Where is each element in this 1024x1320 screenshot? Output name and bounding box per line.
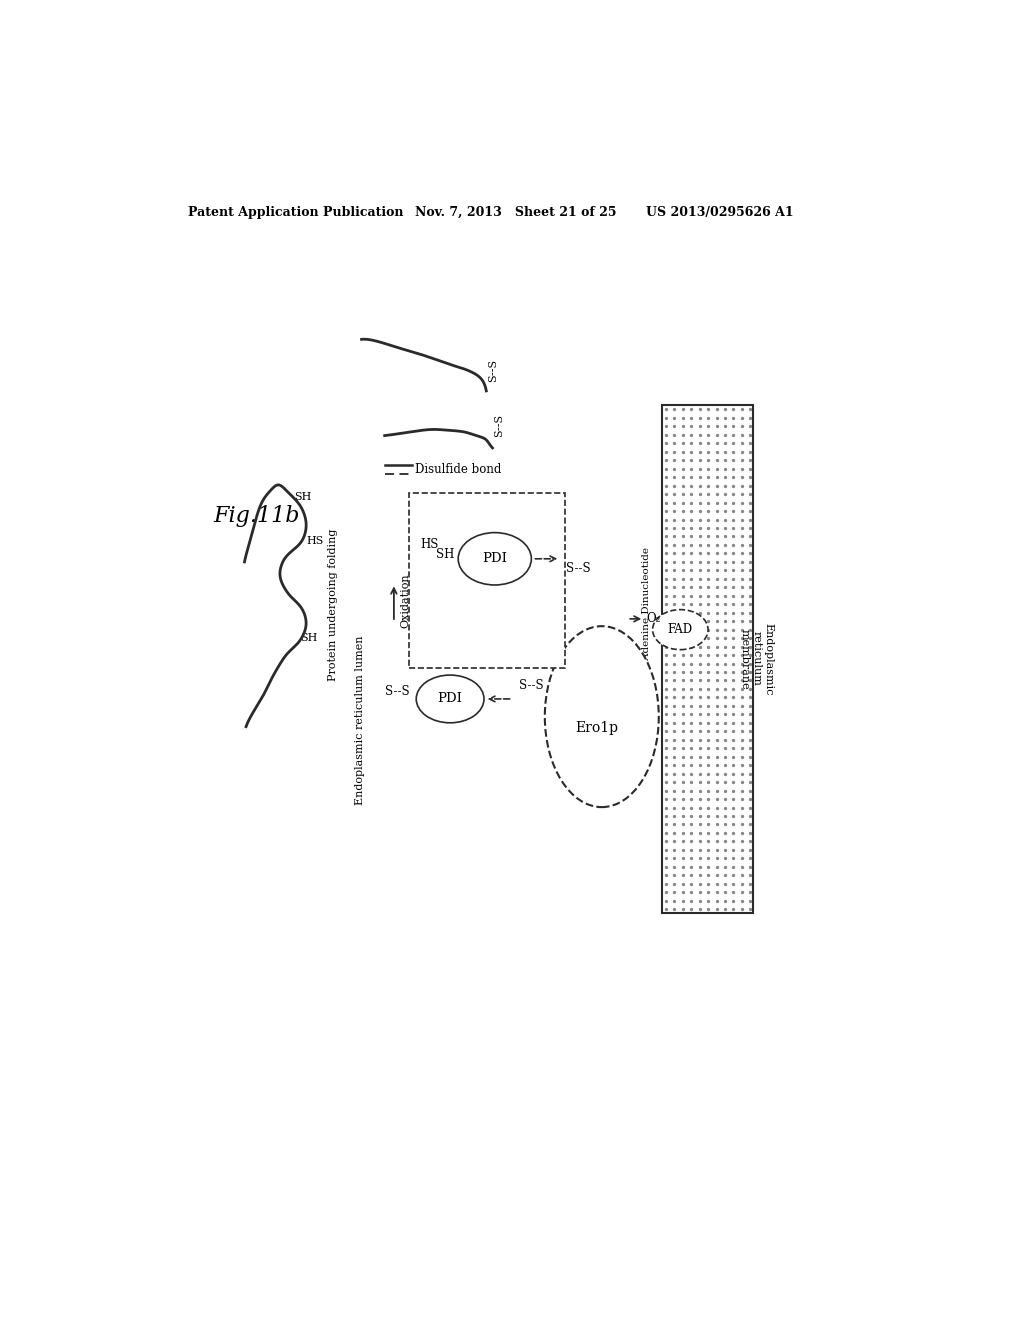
Text: FAD: FAD: [668, 623, 693, 636]
Text: S--S: S--S: [385, 685, 410, 698]
Text: Disulfide bond: Disulfide bond: [416, 463, 502, 477]
Text: PDI: PDI: [482, 552, 507, 565]
Text: Endoplasmic reticulum lumen: Endoplasmic reticulum lumen: [355, 636, 365, 805]
Text: US 2013/0295626 A1: US 2013/0295626 A1: [646, 206, 794, 219]
Text: PDI: PDI: [437, 693, 463, 705]
Text: Nov. 7, 2013   Sheet 21 of 25: Nov. 7, 2013 Sheet 21 of 25: [416, 206, 616, 219]
Text: S--S: S--S: [487, 359, 498, 381]
Text: Protein undergoing folding: Protein undergoing folding: [328, 529, 338, 681]
Text: Ero1p: Ero1p: [574, 721, 617, 735]
Text: HS: HS: [306, 536, 324, 546]
Text: S--S: S--S: [566, 561, 591, 574]
Text: Fig.11b: Fig.11b: [214, 506, 300, 527]
Text: SH: SH: [436, 548, 455, 561]
Ellipse shape: [416, 675, 484, 723]
Text: Endoplasmic
reticulum
membrane: Endoplasmic reticulum membrane: [740, 623, 773, 696]
Text: HS: HS: [420, 539, 438, 552]
Text: FAD--Flavin Adenine Dinucleotide: FAD--Flavin Adenine Dinucleotide: [642, 546, 651, 725]
Text: O₂: O₂: [646, 612, 660, 626]
Text: SH: SH: [294, 492, 311, 502]
Text: Patent Application Publication: Patent Application Publication: [188, 206, 403, 219]
Text: S--S: S--S: [494, 414, 504, 437]
Text: S--S: S--S: [518, 678, 544, 692]
FancyBboxPatch shape: [410, 492, 565, 668]
Ellipse shape: [458, 533, 531, 585]
Ellipse shape: [545, 626, 658, 807]
Ellipse shape: [652, 610, 708, 649]
Text: Oxidation: Oxidation: [400, 574, 410, 628]
Text: SH: SH: [300, 634, 317, 643]
